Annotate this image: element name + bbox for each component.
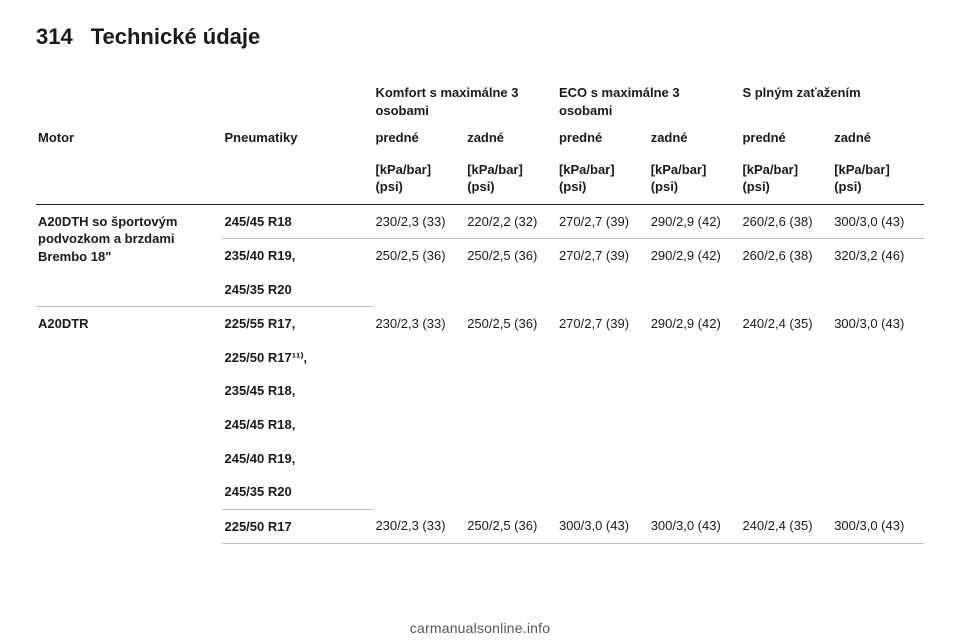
col-header-tyres-blank — [222, 82, 373, 125]
unit-2: [kPa/bar] (psi) — [465, 153, 557, 205]
unit-1: [kPa/bar] (psi) — [373, 153, 465, 205]
tyres-cell: 245/35 R20 — [222, 273, 373, 307]
pressure-cell: 300/3,0 (43) — [832, 307, 924, 509]
pressure-cell: 250/2,5 (36) — [465, 307, 557, 509]
pressure-cell: 290/2,9 (42) — [649, 204, 741, 239]
motor-cell: A20DTH so športovým podvozkom a brzdami … — [36, 204, 222, 307]
col-header-rear-1: zadné — [465, 125, 557, 153]
pressure-cell: 220/2,2 (32) — [465, 204, 557, 239]
pressure-cell: 290/2,9 (42) — [649, 239, 741, 307]
col-group-comfort: Komfort s maximálne 3 osobami — [373, 82, 557, 125]
col-header-front-3: predné — [740, 125, 832, 153]
tyres-cell: 245/45 R18 — [222, 204, 373, 239]
col-header-motor-blank — [36, 82, 222, 125]
pressure-cell: 240/2,4 (35) — [740, 509, 832, 544]
pressure-cell: 260/2,6 (38) — [740, 239, 832, 307]
pressure-cell: 300/3,0 (43) — [832, 509, 924, 544]
col-header-tyres: Pneumatiky — [222, 125, 373, 153]
pressure-cell: 290/2,9 (42) — [649, 307, 741, 509]
tyres-cell: 245/45 R18, — [222, 408, 373, 442]
pressure-cell: 300/3,0 (43) — [649, 509, 741, 544]
pressure-cell: 320/3,2 (46) — [832, 239, 924, 307]
pressure-cell: 250/2,5 (36) — [465, 239, 557, 307]
page-header: 314 Technické údaje — [36, 24, 924, 50]
pressure-cell: 250/2,5 (36) — [465, 509, 557, 544]
page-number: 314 — [36, 24, 73, 50]
unit-4: [kPa/bar] (psi) — [649, 153, 741, 205]
pressure-cell: 300/3,0 (43) — [832, 204, 924, 239]
tyres-cell: 245/40 R19, — [222, 442, 373, 476]
pressure-cell: 230/2,3 (33) — [373, 204, 465, 239]
tyres-cell: 245/35 R20 — [222, 475, 373, 509]
pressure-cell: 300/3,0 (43) — [557, 509, 649, 544]
unit-5: [kPa/bar] (psi) — [740, 153, 832, 205]
tyres-cell: 225/55 R17, — [222, 307, 373, 341]
pressure-cell: 230/2,3 (33) — [373, 307, 465, 509]
tyre-pressure-table: Komfort s maximálne 3 osobami ECO s maxi… — [36, 82, 924, 544]
tyres-cell: 225/50 R17¹¹⁾, — [222, 341, 373, 375]
pressure-cell: 230/2,3 (33) — [373, 509, 465, 544]
col-header-rear-2: zadné — [649, 125, 741, 153]
unit-3: [kPa/bar] (psi) — [557, 153, 649, 205]
motor-cell: A20DTR — [36, 307, 222, 544]
tyres-cell: 225/50 R17 — [222, 509, 373, 544]
col-header-motor: Motor — [36, 125, 222, 153]
col-header-rear-3: zadné — [832, 125, 924, 153]
col-header-front-2: predné — [557, 125, 649, 153]
tyres-cell: 235/45 R18, — [222, 374, 373, 408]
pressure-cell: 270/2,7 (39) — [557, 239, 649, 307]
page-title: Technické údaje — [91, 24, 261, 50]
unit-blank-tyres — [222, 153, 373, 205]
pressure-cell: 250/2,5 (36) — [373, 239, 465, 307]
pressure-cell: 240/2,4 (35) — [740, 307, 832, 509]
col-group-eco: ECO s maximálne 3 osobami — [557, 82, 741, 125]
pressure-cell: 270/2,7 (39) — [557, 307, 649, 509]
col-group-full: S plným zaťažením — [740, 82, 924, 125]
pressure-cell: 260/2,6 (38) — [740, 204, 832, 239]
pressure-cell: 270/2,7 (39) — [557, 204, 649, 239]
unit-blank-motor — [36, 153, 222, 205]
col-header-front-1: predné — [373, 125, 465, 153]
tyres-cell: 235/40 R19, — [222, 239, 373, 273]
unit-6: [kPa/bar] (psi) — [832, 153, 924, 205]
footer-text: carmanualsonline.info — [0, 620, 960, 636]
